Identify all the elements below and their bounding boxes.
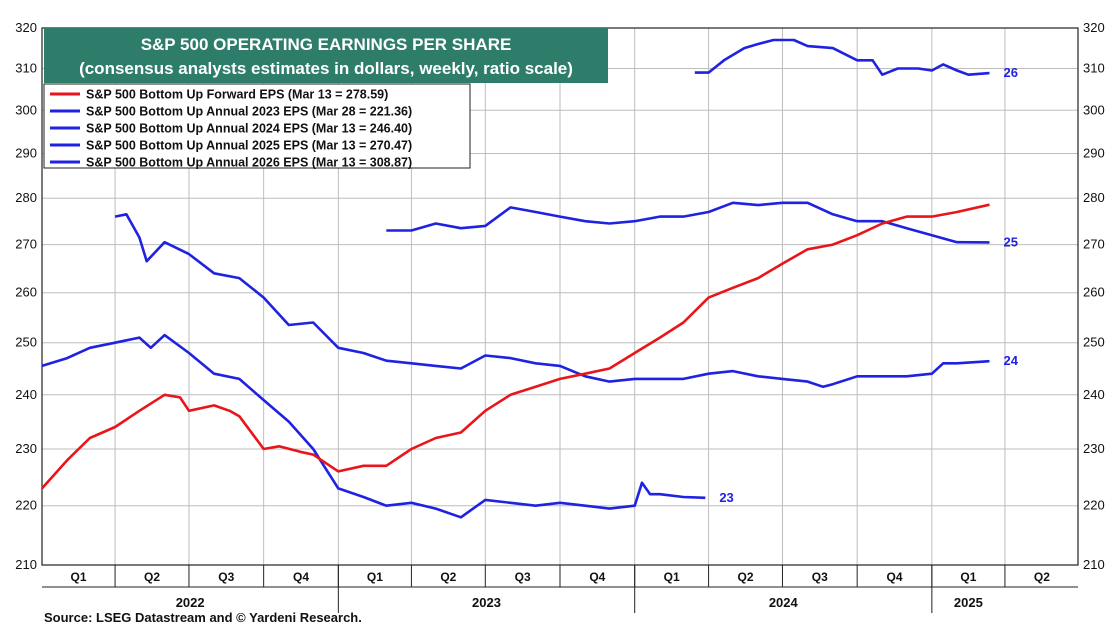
chart-subtitle: (consensus analysts estimates in dollars… (79, 59, 573, 78)
series-end-label-24: 24 (1004, 353, 1019, 368)
source-note: Source: LSEG Datastream and © Yardeni Re… (44, 610, 362, 625)
x-year-label: 2023 (472, 595, 501, 610)
series-line-2 (114, 213, 990, 389)
legend-entry: S&P 500 Bottom Up Annual 2023 EPS (Mar 2… (86, 105, 412, 119)
series-end-label-23: 23 (719, 490, 733, 505)
title-background (44, 28, 608, 83)
x-quarter-label: Q1 (960, 570, 976, 584)
y-tick-label-left: 280 (15, 190, 37, 205)
y-tick-label-right: 320 (1083, 20, 1105, 35)
x-year-label: 2022 (176, 595, 205, 610)
x-quarter-label: Q1 (367, 570, 383, 584)
y-tick-label-right: 210 (1083, 557, 1105, 572)
y-tick-label-left: 220 (15, 498, 37, 513)
y-tick-label-right: 290 (1083, 146, 1105, 161)
y-tick-label-left: 270 (15, 237, 37, 252)
legend-entry: S&P 500 Bottom Up Annual 2024 EPS (Mar 1… (86, 122, 412, 136)
y-tick-label-left: 300 (15, 102, 37, 117)
x-quarter-label: Q4 (887, 570, 903, 584)
series-line-3 (386, 201, 990, 244)
series-line-0 (41, 203, 990, 490)
y-tick-label-right: 300 (1083, 102, 1105, 117)
y-tick-label-left: 210 (15, 557, 37, 572)
series-labels: 23 24 25 26 (719, 65, 1018, 505)
x-quarter-label: Q3 (812, 570, 828, 584)
x-quarter-label: Q2 (1034, 570, 1050, 584)
x-quarter-label: Q4 (293, 570, 309, 584)
y-tick-label-left: 320 (15, 20, 37, 35)
x-quarter-label: Q1 (664, 570, 680, 584)
y-tick-label-left: 250 (15, 335, 37, 350)
y-tick-label-right: 230 (1083, 441, 1105, 456)
y-tick-label-right: 270 (1083, 237, 1105, 252)
y-tick-label-left: 260 (15, 285, 37, 300)
y-tick-label-left: 290 (15, 146, 37, 161)
series-line-4 (694, 38, 990, 76)
x-quarter-label: Q4 (589, 570, 605, 584)
series-layer (41, 38, 990, 519)
x-quarter-label: Q2 (144, 570, 160, 584)
y-tick-label-right: 280 (1083, 190, 1105, 205)
x-quarter-label: Q2 (440, 570, 456, 584)
legend-entry: S&P 500 Bottom Up Forward EPS (Mar 13 = … (86, 88, 388, 102)
x-year-label: 2024 (769, 595, 799, 610)
legend: S&P 500 Bottom Up Forward EPS (Mar 13 = … (43, 83, 471, 170)
series-line-1 (41, 333, 706, 519)
y-tick-label-right: 220 (1083, 498, 1105, 513)
legend-box (43, 83, 471, 169)
chart-title: S&P 500 OPERATING EARNINGS PER SHARE (141, 35, 512, 54)
y-tick-label-right: 240 (1083, 387, 1105, 402)
x-year-label: 2025 (954, 595, 983, 610)
series-end-label-25: 25 (1004, 234, 1018, 249)
y-tick-label-right: 310 (1083, 60, 1105, 75)
x-quarter-label: Q2 (738, 570, 754, 584)
legend-entry: S&P 500 Bottom Up Annual 2026 EPS (Mar 1… (86, 156, 412, 170)
y-tick-label-left: 230 (15, 441, 37, 456)
x-quarter-label: Q1 (71, 570, 87, 584)
y-tick-label-right: 250 (1083, 335, 1105, 350)
title-box: S&P 500 OPERATING EARNINGS PER SHARE (co… (44, 28, 608, 83)
x-quarter-label: Q3 (515, 570, 531, 584)
legend-entry: S&P 500 Bottom Up Annual 2025 EPS (Mar 1… (86, 139, 412, 153)
x-quarter-label: Q3 (218, 570, 234, 584)
y-tick-label-left: 310 (15, 60, 37, 75)
y-tick-label-right: 260 (1083, 285, 1105, 300)
y-tick-label-left: 240 (15, 387, 37, 402)
series-end-label-26: 26 (1004, 65, 1018, 80)
